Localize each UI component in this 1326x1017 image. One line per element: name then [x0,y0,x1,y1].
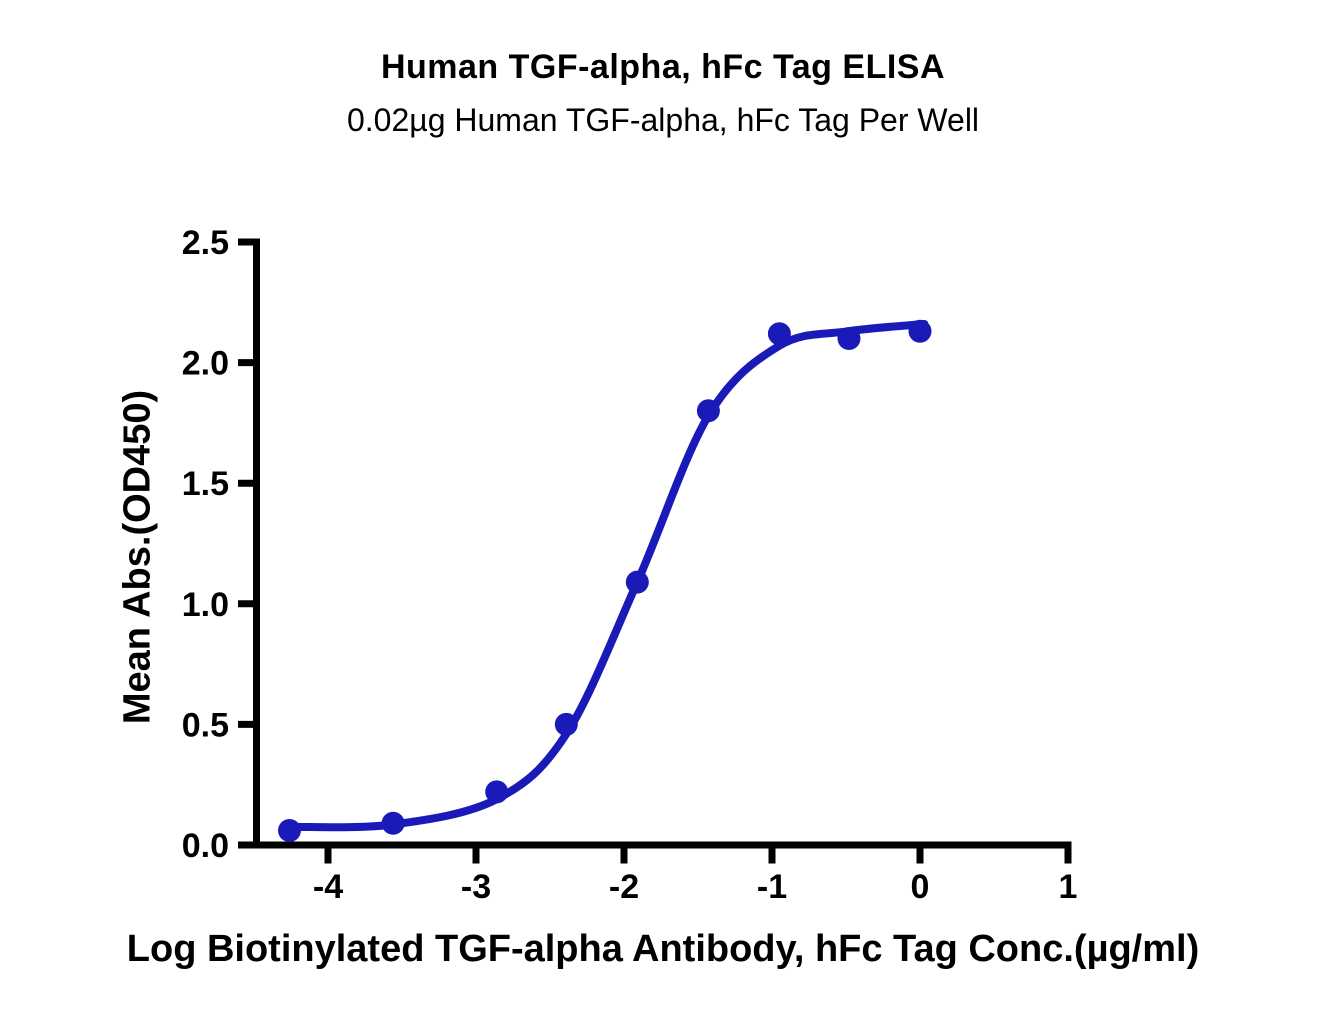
x-tick-label: 0 [911,868,930,906]
x-tick-label: -2 [609,868,639,906]
x-tick-label: -4 [313,868,343,906]
data-point [696,399,720,423]
chart-subtitle: 0.02µg Human TGF-alpha, hFc Tag Per Well [346,102,980,138]
chart-title: Human TGF-alpha, hFc Tag ELISA [380,48,946,86]
y-tick-label: 2.5 [182,224,229,262]
fit-curve [285,320,929,832]
data-point [485,780,509,804]
data-point [767,322,791,346]
data-point [278,819,301,842]
data-point [625,570,649,594]
x-tick-label: -1 [757,868,787,906]
y-tick-label: 1.0 [182,586,229,624]
y-axis-label: Mean Abs.(OD450) [116,389,159,725]
data-point [381,811,405,835]
x-axis-label: Log Biotinylated TGF-alpha Antibody, hFc… [126,928,1200,970]
y-tick-label: 0.0 [182,827,229,865]
data-point [554,712,578,736]
y-tick-label: 0.5 [182,706,229,744]
data-point [908,319,932,343]
y-tick-label: 1.5 [182,465,229,503]
data-point [837,327,861,350]
x-tick-label: -3 [461,868,491,906]
x-tick-label: 1 [1059,868,1078,906]
y-tick-label: 2.0 [182,345,229,383]
